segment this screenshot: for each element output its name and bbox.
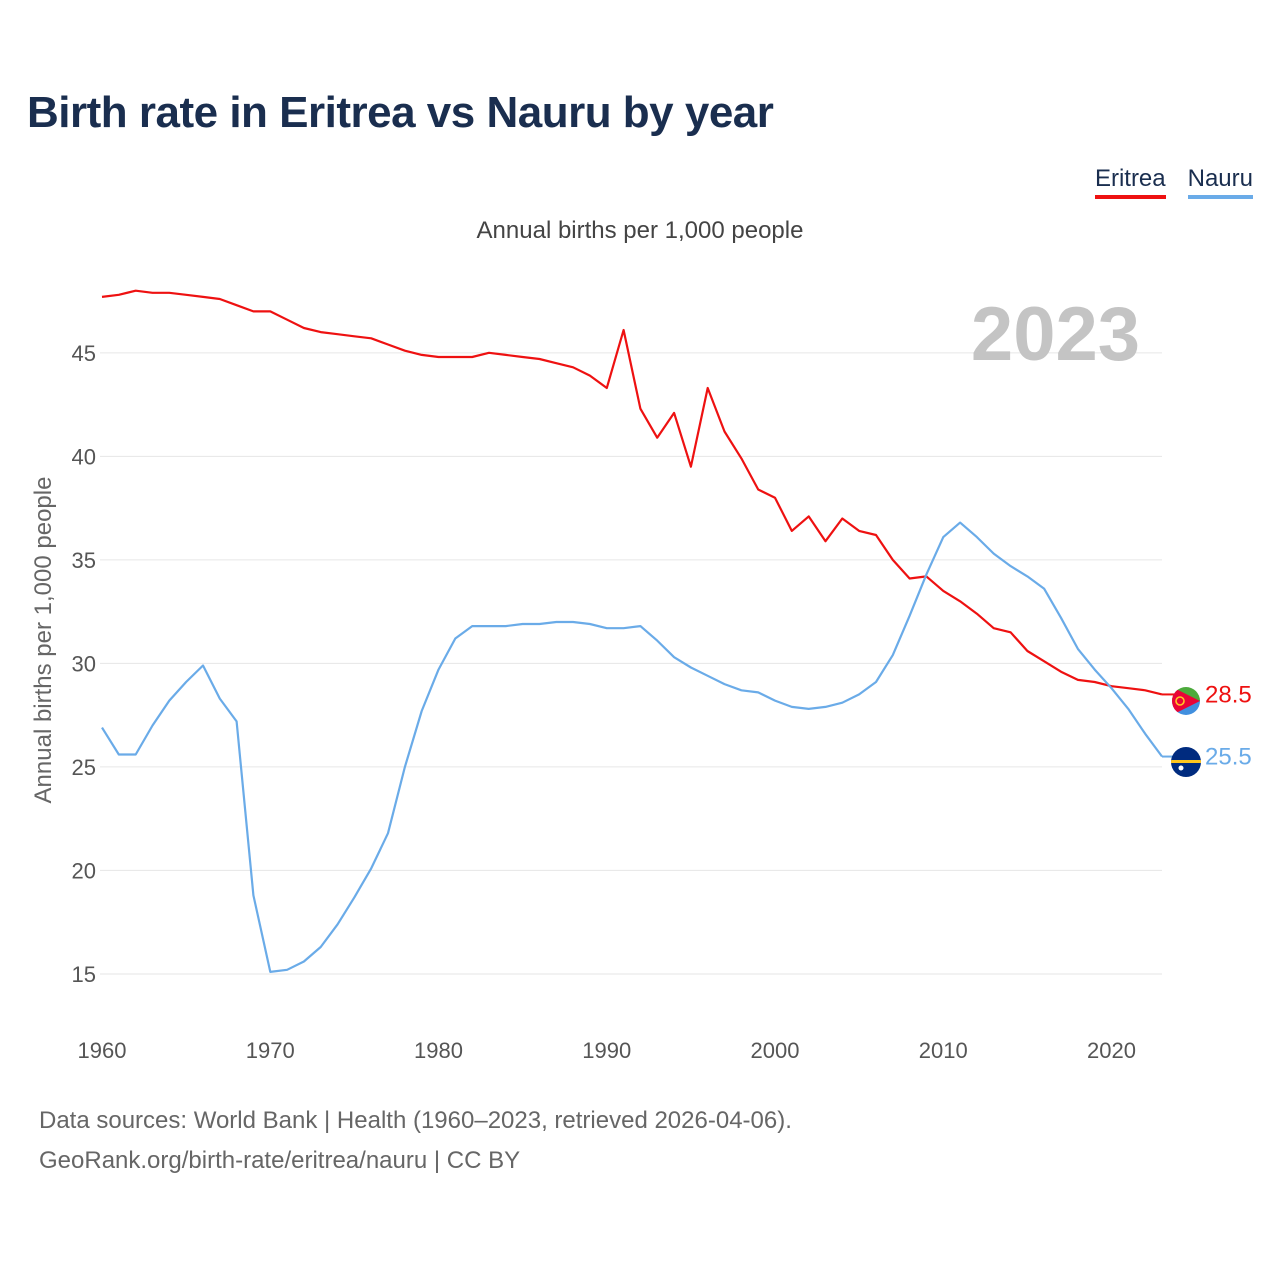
- y-tick-label: 40: [72, 444, 96, 469]
- y-tick-labels: 15 20 25 30 35 40 45: [72, 341, 96, 987]
- legend-item-nauru[interactable]: Nauru: [1187, 165, 1253, 199]
- eritrea-flag-icon: [1172, 687, 1200, 715]
- series-line-eritrea[interactable]: [101, 289, 1163, 696]
- end-label-eritrea: 28.5: [1205, 681, 1252, 708]
- y-tick-label: 20: [72, 858, 96, 883]
- x-tick-label: 1960: [78, 1038, 127, 1063]
- x-tick-labels: 1960 1970 1980 1990 2000 2010 2020: [78, 1038, 1136, 1063]
- legend-item-eritrea[interactable]: Eritrea: [1094, 165, 1166, 199]
- chart-title: Birth rate in Eritrea vs Nauru by year: [27, 88, 774, 137]
- end-label-nauru: 25.5: [1205, 744, 1252, 771]
- gridlines: [100, 352, 1162, 975]
- x-tick-label: 2020: [1087, 1038, 1136, 1063]
- y-tick-label: 25: [72, 755, 96, 780]
- year-watermark: 2023: [971, 292, 1140, 377]
- x-tick-label: 1970: [246, 1038, 295, 1063]
- x-tick-label: 2000: [751, 1038, 800, 1063]
- flag-markers: [1171, 687, 1201, 777]
- chart-subtitle: Annual births per 1,000 people: [476, 217, 804, 244]
- end-value-labels: 28.5 25.5: [1205, 681, 1252, 770]
- y-tick-label: 35: [72, 548, 96, 573]
- series-lines: [101, 289, 1178, 974]
- y-tick-label: 15: [72, 962, 96, 987]
- footer-sources: Data sources: World Bank | Health (1960–…: [39, 1107, 792, 1134]
- legend: Eritrea Nauru: [1094, 165, 1253, 199]
- x-tick-label: 1990: [582, 1038, 631, 1063]
- footer-url: GeoRank.org/birth-rate/eritrea/nauru | C…: [39, 1147, 521, 1174]
- y-axis-label: Annual births per 1,000 people: [30, 477, 57, 804]
- y-tick-label: 45: [72, 341, 96, 366]
- series-line-nauru[interactable]: [101, 521, 1163, 974]
- x-tick-label: 1980: [414, 1038, 463, 1063]
- x-tick-label: 2010: [919, 1038, 968, 1063]
- nauru-flag-icon: [1171, 747, 1201, 777]
- y-tick-label: 30: [72, 651, 96, 676]
